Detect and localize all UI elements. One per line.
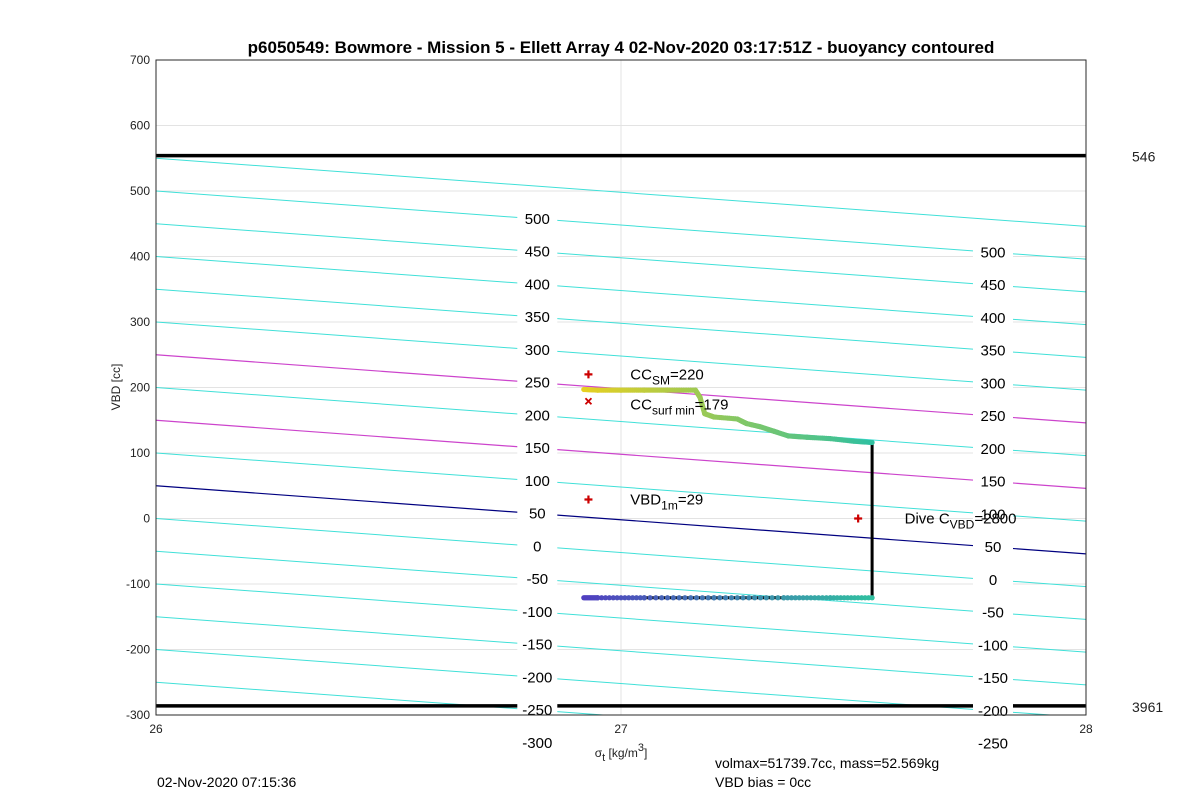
profile-point (723, 595, 728, 600)
contour-label-right: 50 (985, 539, 1002, 556)
contour-label-right: -50 (982, 605, 1004, 622)
contour-label-right: 200 (980, 441, 1005, 458)
contour-label-right: 250 (980, 408, 1005, 425)
y-axis-label: VBD [cc] (109, 364, 123, 411)
profile-point (717, 595, 722, 600)
contour-label-middle: -150 (522, 637, 552, 654)
contour-label-right: -200 (978, 703, 1008, 720)
annotation-subscript: VBD (950, 518, 975, 532)
annotation-value: =29 (678, 492, 703, 509)
annotation-value: =179 (695, 397, 729, 414)
profile-point (758, 595, 763, 600)
profile-point (740, 595, 745, 600)
profile-point (659, 595, 664, 600)
contour-label-right: 150 (980, 474, 1005, 491)
profile-point (671, 595, 676, 600)
annotation-subscript: SM (652, 373, 670, 387)
profile-point (746, 595, 751, 600)
contour-label-middle: -100 (522, 604, 552, 621)
profile-point (647, 595, 652, 600)
profile-point (775, 595, 780, 600)
x-tick-label: 26 (149, 722, 163, 736)
contour-label-middle: -300 (522, 735, 552, 752)
annotation-subscript: surf min (652, 404, 695, 418)
profile-point (688, 595, 693, 600)
y-tick-label: 300 (130, 315, 150, 329)
contour-label-middle: 50 (529, 506, 546, 523)
annotation-main: Dive C (905, 511, 950, 528)
annotation-value: =2800 (974, 511, 1016, 528)
profile-point (770, 595, 775, 600)
y-tick-label: 0 (143, 512, 150, 526)
contour-label-middle: -50 (526, 571, 548, 588)
y-tick-label: 400 (130, 250, 150, 264)
contour-label-right: 500 (980, 244, 1005, 261)
contour-label-middle: 350 (525, 309, 550, 326)
annotation-main: VBD (630, 492, 661, 509)
profile-point (665, 595, 670, 600)
annotation-value: =220 (670, 366, 704, 383)
footer-bias: VBD bias = 0cc (715, 774, 811, 790)
profile-point (581, 595, 586, 600)
y-tick-label: 200 (130, 381, 150, 395)
limit-label: 3961 (1132, 699, 1163, 715)
x-tick-label: 28 (1079, 722, 1093, 736)
profile-point (694, 595, 699, 600)
y-tick-label: -100 (126, 577, 150, 591)
limit-label: 546 (1132, 149, 1156, 165)
contour-label-middle: 250 (525, 375, 550, 392)
profile-point (682, 595, 687, 600)
profile-point (711, 595, 716, 600)
y-tick-label: -200 (126, 643, 150, 657)
y-tick-label: -300 (126, 708, 150, 722)
contour-label-right: 0 (989, 572, 997, 589)
y-tick-label: 600 (130, 119, 150, 133)
contour-label-middle: 150 (525, 440, 550, 457)
y-tick-label: 700 (130, 53, 150, 67)
annotation-subscript: 1m (661, 499, 678, 513)
profile-point (700, 595, 705, 600)
contour-label-right: 400 (980, 310, 1005, 327)
profile-point (653, 595, 658, 600)
annotation-main: CC (630, 366, 652, 383)
y-tick-label: 100 (130, 446, 150, 460)
contour-label-middle: 0 (533, 538, 541, 555)
profile-point (706, 595, 711, 600)
contour-label-middle: 100 (525, 473, 550, 490)
contour-label-middle: 450 (525, 244, 550, 261)
contour-label-right: 300 (980, 375, 1005, 392)
x-tick-label: 27 (614, 722, 628, 736)
contour-label-middle: 400 (525, 276, 550, 293)
profile-point (752, 595, 757, 600)
contour-label-middle: -250 (522, 702, 552, 719)
profile-point (870, 440, 875, 445)
contour-label-middle: 500 (525, 211, 550, 228)
profile-point (735, 595, 740, 600)
contour-label-right: 450 (980, 277, 1005, 294)
footer-volmax: volmax=51739.7cc, mass=52.569kg (715, 755, 939, 771)
contour-label-right: -250 (978, 736, 1008, 753)
chart-title: p6050549: Bowmore - Mission 5 - Ellett A… (248, 38, 995, 57)
contour-label-right: -100 (978, 637, 1008, 654)
profile-point (677, 595, 682, 600)
y-tick-label: 500 (130, 184, 150, 198)
annotation-main: CC (630, 397, 652, 414)
footer-timestamp: 02-Nov-2020 07:15:36 (157, 774, 297, 790)
contour-label-right: 350 (980, 343, 1005, 360)
contour-label-middle: -200 (522, 669, 552, 686)
profile-point (781, 595, 786, 600)
profile-point (729, 595, 734, 600)
contour-label-middle: 200 (525, 407, 550, 424)
contour-label-middle: 300 (525, 342, 550, 359)
profile-point (764, 595, 769, 600)
contour-label-right: -150 (978, 670, 1008, 687)
